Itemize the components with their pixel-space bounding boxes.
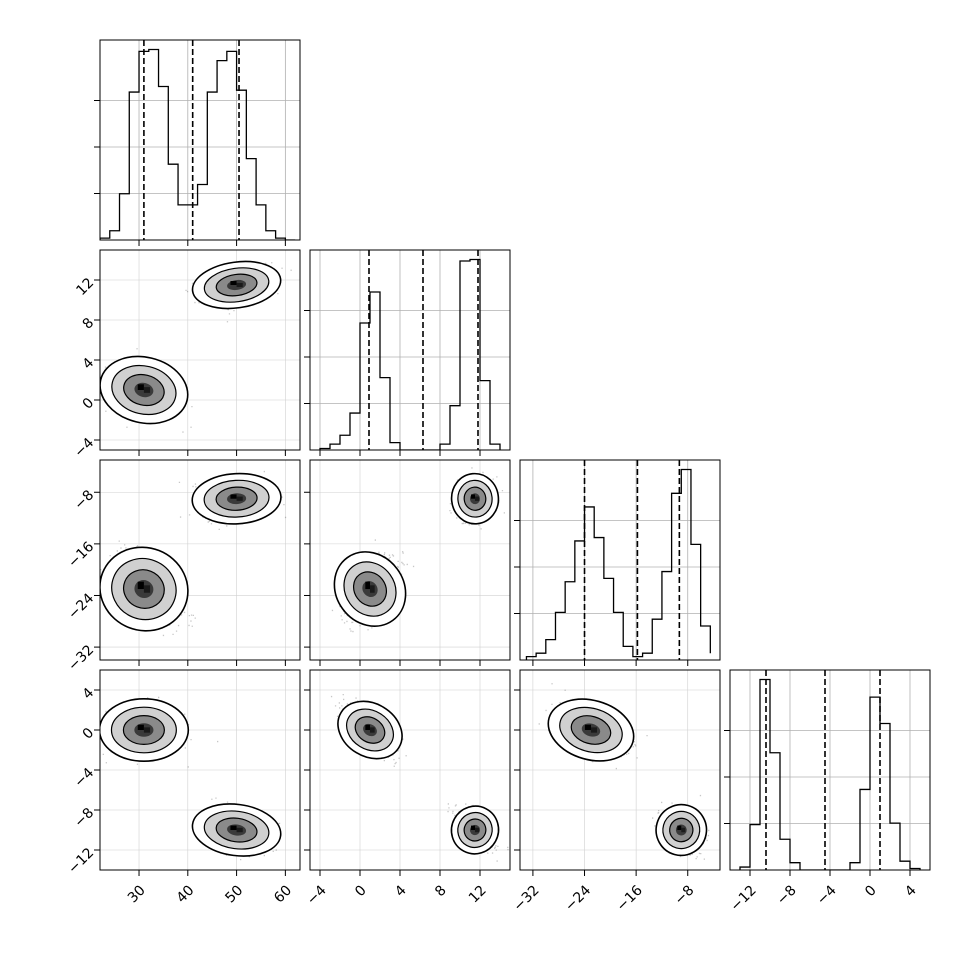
density-core-cluster-0 (143, 727, 151, 733)
density-core-cluster-0 (143, 585, 151, 593)
histogram-panel-1 (304, 249, 511, 456)
scatter-panel-2-1 (304, 459, 511, 666)
scatter-panel-3-2: −32 −24 −16 −8 (510, 669, 721, 915)
density-core-cluster-1 (236, 283, 243, 287)
y-tick-label: −4 (71, 765, 97, 791)
panel-content (520, 460, 720, 660)
y-tick-label: 4 (80, 355, 98, 373)
density-core-cluster-1 (230, 825, 237, 830)
y-tick-label: 0 (80, 395, 98, 413)
density-core-cluster-0 (370, 727, 375, 733)
panel-content (310, 250, 510, 450)
x-tick-label: 0 (862, 882, 880, 900)
panel-frame (99, 249, 301, 451)
x-tick-label: 8 (432, 882, 450, 900)
x-tick-label: 0 (352, 882, 370, 900)
x-tick-label: −8 (774, 882, 800, 908)
panel-content (310, 460, 510, 660)
density-core-cluster-1 (230, 281, 237, 285)
histogram-step-0 (100, 48, 296, 240)
density-core-cluster-1 (681, 827, 686, 833)
panel-content (730, 670, 930, 870)
histogram-step-3 (739, 678, 921, 870)
panel-content (100, 460, 300, 660)
panel-content (100, 250, 300, 450)
panel-frame (519, 459, 721, 661)
density-core-cluster-1 (471, 825, 475, 830)
y-tick-label: −8 (71, 487, 97, 513)
y-tick-label: 8 (80, 315, 98, 333)
density-core-cluster-0 (137, 384, 144, 390)
y-tick-label: −24 (65, 590, 97, 622)
x-tick-label: 4 (392, 882, 410, 900)
x-tick-label: −8 (672, 882, 698, 908)
x-tick-label: −32 (510, 882, 542, 914)
density-core-cluster-0 (137, 724, 144, 730)
y-tick-label: 4 (80, 685, 98, 703)
density-core-cluster-1 (236, 496, 243, 501)
density-core-cluster-1 (677, 825, 682, 830)
histogram-step-1 (319, 258, 501, 450)
density-core-cluster-1 (236, 827, 243, 833)
panel-content (100, 40, 300, 240)
x-tick-label: −4 (304, 882, 330, 908)
x-tick-label: −12 (728, 882, 760, 914)
density-core-cluster-0 (137, 581, 144, 590)
panel-content (100, 670, 300, 870)
y-tick-label: −4 (71, 435, 97, 461)
y-tick-label: 12 (73, 275, 97, 299)
density-core-cluster-0 (143, 387, 151, 393)
x-tick-label: 30 (125, 882, 149, 906)
x-tick-label: 40 (174, 882, 198, 906)
density-core-cluster-1 (471, 494, 475, 499)
x-tick-label: −16 (614, 882, 646, 914)
density-core-cluster-0 (584, 724, 591, 730)
panel-frame (99, 459, 301, 661)
x-tick-label: 4 (902, 882, 920, 900)
density-core-cluster-1 (475, 496, 479, 501)
x-tick-label: 60 (271, 882, 295, 906)
scatter-panel-2-0: −32 −24 −16 −8 (65, 459, 301, 674)
scatter-panel-1-0: −4 0 4 8 12 (71, 249, 301, 461)
x-tick-label: 12 (466, 882, 490, 906)
x-tick-label: −24 (562, 882, 594, 914)
density-core-cluster-0 (365, 581, 370, 590)
y-tick-label: −12 (65, 845, 97, 877)
panel-frame (99, 39, 301, 241)
histogram-step-2 (525, 468, 711, 660)
panel-frame (309, 249, 511, 451)
y-tick-label: −16 (65, 539, 97, 571)
density-core-cluster-0 (590, 727, 598, 733)
panel-frame (309, 459, 511, 661)
panel-content (310, 670, 510, 870)
scatter-panel-3-1: −4 0 4 8 12 (304, 669, 511, 908)
y-tick-label: −8 (71, 805, 97, 831)
histogram-panel-3: −12 −8 −4 0 4 (724, 669, 931, 915)
panel-content (520, 670, 720, 870)
x-tick-label: 50 (222, 882, 246, 906)
y-tick-label: 0 (80, 725, 98, 743)
density-core-cluster-0 (370, 585, 375, 593)
density-core-cluster-1 (475, 827, 479, 833)
histogram-panel-0 (94, 39, 301, 246)
scatter-panel-3-0: 30 40 50 60 −12 −8 −4 0 4 (65, 669, 301, 906)
density-core-cluster-1 (230, 494, 237, 499)
x-tick-label: −4 (814, 882, 840, 908)
histogram-panel-2 (514, 459, 721, 666)
density-core-cluster-0 (365, 724, 370, 730)
y-tick-label: −32 (65, 642, 97, 674)
